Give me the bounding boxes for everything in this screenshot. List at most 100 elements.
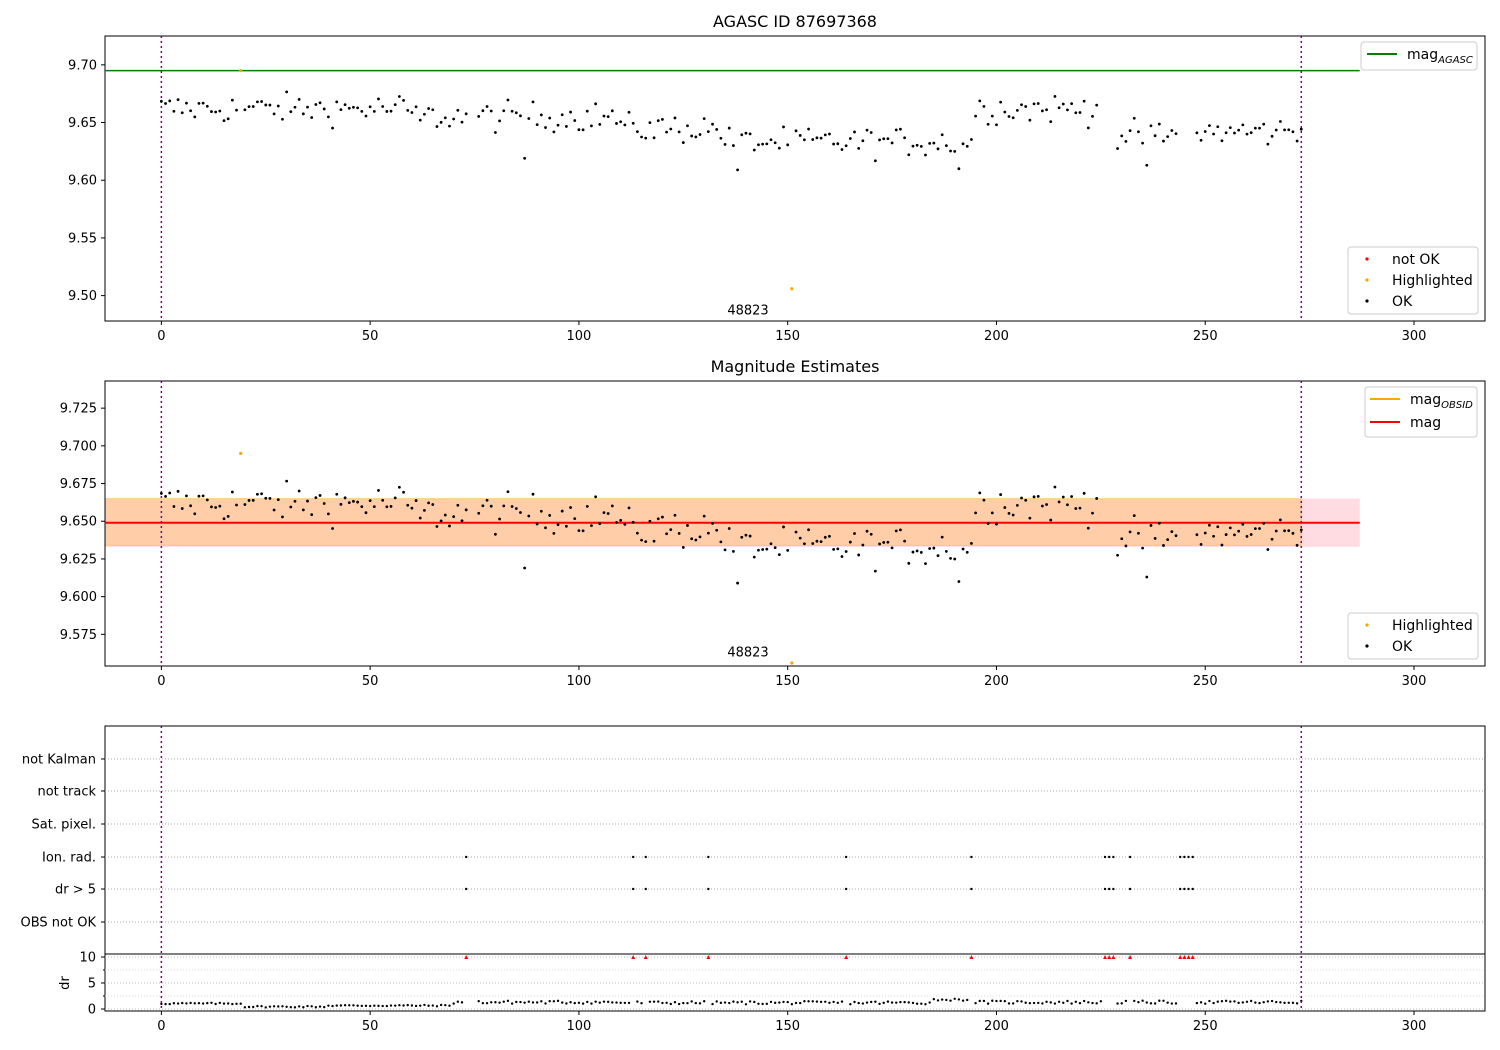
ok-point bbox=[894, 529, 898, 533]
dr-point bbox=[314, 1006, 318, 1009]
ok-point bbox=[698, 535, 702, 539]
ok-point bbox=[1162, 139, 1165, 143]
ok-point bbox=[389, 505, 393, 508]
dr-point bbox=[1087, 1001, 1090, 1004]
ok-point bbox=[243, 503, 247, 506]
ok-point bbox=[819, 540, 823, 543]
dr-point bbox=[1279, 1001, 1282, 1004]
dr-point bbox=[318, 1005, 322, 1008]
dr-point bbox=[682, 1001, 685, 1005]
ok-point bbox=[794, 129, 798, 133]
dr-point bbox=[711, 1002, 714, 1006]
dr-point bbox=[778, 1001, 781, 1004]
ok-point bbox=[706, 531, 710, 535]
ok-point bbox=[423, 508, 426, 512]
ok-point bbox=[610, 109, 614, 113]
ok-point bbox=[786, 548, 790, 552]
ok-point bbox=[1124, 140, 1128, 143]
dr-point bbox=[736, 1001, 739, 1004]
y-tick-label: 9.625 bbox=[60, 552, 97, 567]
dr-point bbox=[506, 999, 510, 1003]
dr-point bbox=[911, 1001, 915, 1005]
y-tick-label: 9.675 bbox=[60, 477, 97, 492]
legend-label: not OK bbox=[1392, 252, 1440, 268]
dr-point bbox=[661, 1001, 664, 1005]
ok-point bbox=[1270, 134, 1274, 138]
dr-point bbox=[398, 1004, 401, 1007]
ok-point bbox=[159, 491, 163, 495]
dr-point bbox=[1045, 1000, 1048, 1004]
ok-point bbox=[1086, 126, 1090, 130]
ok-point bbox=[1128, 129, 1132, 133]
ok-point bbox=[377, 97, 380, 101]
dr-point bbox=[1262, 1000, 1265, 1004]
ok-point bbox=[1291, 531, 1295, 535]
ok-point bbox=[652, 136, 656, 140]
dr-point bbox=[652, 1000, 656, 1003]
panel-flags-dr: not Kalman not track Sat. pixel. Ion. rad. d… bbox=[21, 725, 1486, 1034]
ok-point bbox=[840, 555, 844, 558]
ok-point bbox=[285, 479, 289, 483]
legend-marker bbox=[1365, 299, 1369, 303]
flag-point bbox=[631, 887, 635, 891]
ok-point bbox=[494, 532, 497, 536]
ok-point bbox=[819, 136, 823, 140]
ok-point bbox=[164, 102, 167, 105]
dr-point bbox=[924, 1003, 927, 1006]
ok-point bbox=[782, 125, 785, 129]
ok-point bbox=[757, 143, 760, 147]
ok-point bbox=[878, 542, 881, 546]
ok-point bbox=[873, 569, 877, 573]
ok-point bbox=[965, 550, 969, 554]
dr-point bbox=[907, 1001, 910, 1004]
ok-point bbox=[1212, 534, 1215, 538]
ok-point bbox=[281, 515, 284, 519]
ok-point bbox=[1066, 503, 1069, 507]
ok-point bbox=[732, 549, 735, 553]
ok-point bbox=[159, 99, 163, 103]
dr-point bbox=[477, 999, 480, 1003]
legend-box bbox=[1347, 246, 1479, 315]
ok-point bbox=[569, 110, 572, 114]
flag-point bbox=[1112, 855, 1115, 859]
dr-point bbox=[268, 1005, 272, 1008]
dr-point bbox=[302, 1006, 305, 1009]
dr-point bbox=[982, 999, 986, 1003]
dr-point bbox=[540, 1000, 543, 1003]
dr-point bbox=[1078, 1001, 1082, 1005]
dr-point bbox=[323, 1005, 326, 1009]
dr-point bbox=[1158, 999, 1161, 1002]
dr-point bbox=[231, 1002, 234, 1006]
dr-clipped-marker bbox=[844, 955, 849, 959]
ok-point bbox=[531, 492, 535, 496]
dr-tick-label: 0 bbox=[88, 1003, 96, 1018]
dr-point bbox=[1116, 1002, 1119, 1005]
ok-point bbox=[736, 581, 739, 585]
dr-point bbox=[335, 1004, 338, 1007]
dr-point bbox=[1145, 1001, 1148, 1004]
dr-point bbox=[289, 1005, 293, 1009]
dr-point bbox=[882, 1001, 885, 1005]
ok-point bbox=[732, 144, 735, 147]
flag-point bbox=[970, 887, 973, 891]
ok-point bbox=[719, 136, 723, 140]
ok-point bbox=[915, 549, 919, 553]
ok-point bbox=[201, 494, 205, 498]
y-tick-label: 9.650 bbox=[60, 515, 97, 530]
ok-point bbox=[360, 110, 364, 113]
ok-point bbox=[828, 132, 831, 136]
dr-point bbox=[732, 1000, 735, 1003]
ok-point bbox=[1028, 516, 1032, 520]
dr-point bbox=[765, 1002, 769, 1006]
ok-point bbox=[1157, 122, 1161, 126]
dr-point bbox=[1212, 1001, 1215, 1005]
ok-point bbox=[686, 524, 689, 527]
ok-point bbox=[1153, 134, 1157, 138]
ok-point bbox=[1082, 99, 1086, 103]
ok-point bbox=[882, 137, 886, 141]
ok-point bbox=[640, 538, 643, 542]
dr-point bbox=[393, 1004, 397, 1007]
ok-point bbox=[364, 511, 368, 515]
ok-point bbox=[1070, 102, 1074, 106]
ok-point bbox=[481, 504, 485, 508]
